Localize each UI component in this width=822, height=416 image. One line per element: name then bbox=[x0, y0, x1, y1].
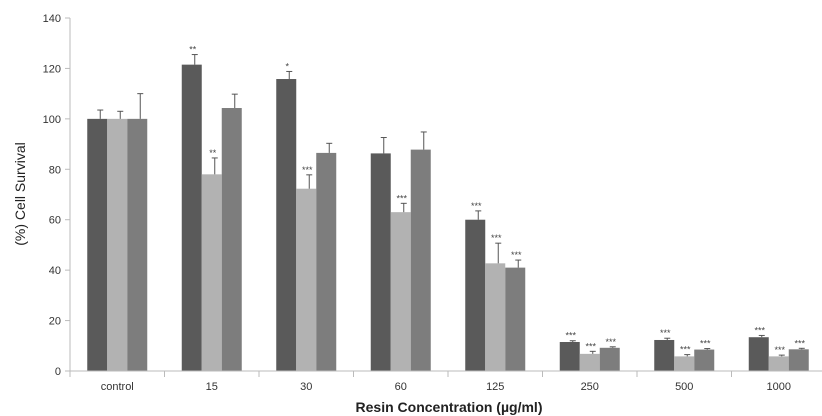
bar bbox=[411, 150, 431, 371]
x-tick-label: 250 bbox=[581, 381, 599, 393]
significance-label: *** bbox=[794, 338, 805, 348]
bar bbox=[654, 340, 674, 371]
y-tick-label: 80 bbox=[49, 164, 61, 176]
significance-label: *** bbox=[680, 345, 691, 355]
significance-label: *** bbox=[511, 250, 522, 260]
significance-label: *** bbox=[491, 233, 502, 243]
y-axis-title: (%) Cell Survival bbox=[12, 142, 28, 245]
significance-label: *** bbox=[754, 325, 765, 335]
bar bbox=[222, 108, 242, 371]
y-axis-ticks: 0 20 40 60 80 100 120 140 bbox=[43, 13, 70, 378]
x-tick-label: 30 bbox=[300, 381, 312, 393]
significance-label: *** bbox=[700, 339, 711, 349]
x-tick-label: 500 bbox=[675, 381, 693, 393]
bar bbox=[694, 350, 714, 371]
bar bbox=[505, 268, 525, 371]
bar bbox=[391, 212, 411, 371]
significance-label: *** bbox=[605, 337, 616, 347]
y-tick-label: 40 bbox=[49, 265, 61, 277]
significance-label: ** bbox=[209, 148, 217, 158]
y-tick-label: 140 bbox=[43, 13, 61, 25]
bar bbox=[107, 119, 127, 371]
x-axis-title: Resin Concentration (µg/ml) bbox=[356, 399, 543, 415]
x-tick-label: control bbox=[101, 381, 134, 393]
significance-label: *** bbox=[471, 201, 482, 211]
y-tick-label: 0 bbox=[55, 366, 61, 378]
bar bbox=[316, 153, 336, 371]
bar bbox=[749, 337, 769, 371]
bar bbox=[789, 349, 809, 371]
y-tick-label: 60 bbox=[49, 215, 61, 227]
bar bbox=[276, 79, 296, 371]
significance-label: *** bbox=[565, 331, 576, 341]
x-tick-label: 15 bbox=[206, 381, 218, 393]
bar bbox=[674, 356, 694, 371]
significance-label: *** bbox=[396, 193, 407, 203]
significance-label: *** bbox=[660, 328, 671, 338]
bar bbox=[87, 119, 107, 371]
x-axis-ticks: control 15 30 60 125 250 500 1000 bbox=[70, 371, 791, 393]
bar bbox=[465, 220, 485, 371]
significance-label: *** bbox=[302, 165, 313, 175]
y-tick-label: 100 bbox=[43, 114, 61, 126]
bar bbox=[600, 348, 620, 371]
bar bbox=[560, 342, 580, 371]
bar bbox=[485, 263, 505, 371]
bar bbox=[296, 189, 316, 371]
significance-label: * bbox=[285, 61, 289, 71]
bar bbox=[371, 153, 391, 371]
bar bbox=[127, 119, 147, 371]
bar bbox=[202, 174, 222, 371]
bar bbox=[580, 354, 600, 371]
y-tick-label: 120 bbox=[43, 63, 61, 75]
significance-label: ** bbox=[189, 45, 197, 55]
significance-label: *** bbox=[774, 345, 785, 355]
bar bbox=[769, 356, 789, 371]
x-tick-label: 60 bbox=[395, 381, 407, 393]
x-tick-label: 125 bbox=[486, 381, 504, 393]
significance-label: *** bbox=[585, 341, 596, 351]
bar-groups bbox=[87, 65, 809, 371]
x-tick-label: 1000 bbox=[767, 381, 791, 393]
bar bbox=[182, 65, 202, 371]
y-tick-label: 20 bbox=[49, 316, 61, 328]
